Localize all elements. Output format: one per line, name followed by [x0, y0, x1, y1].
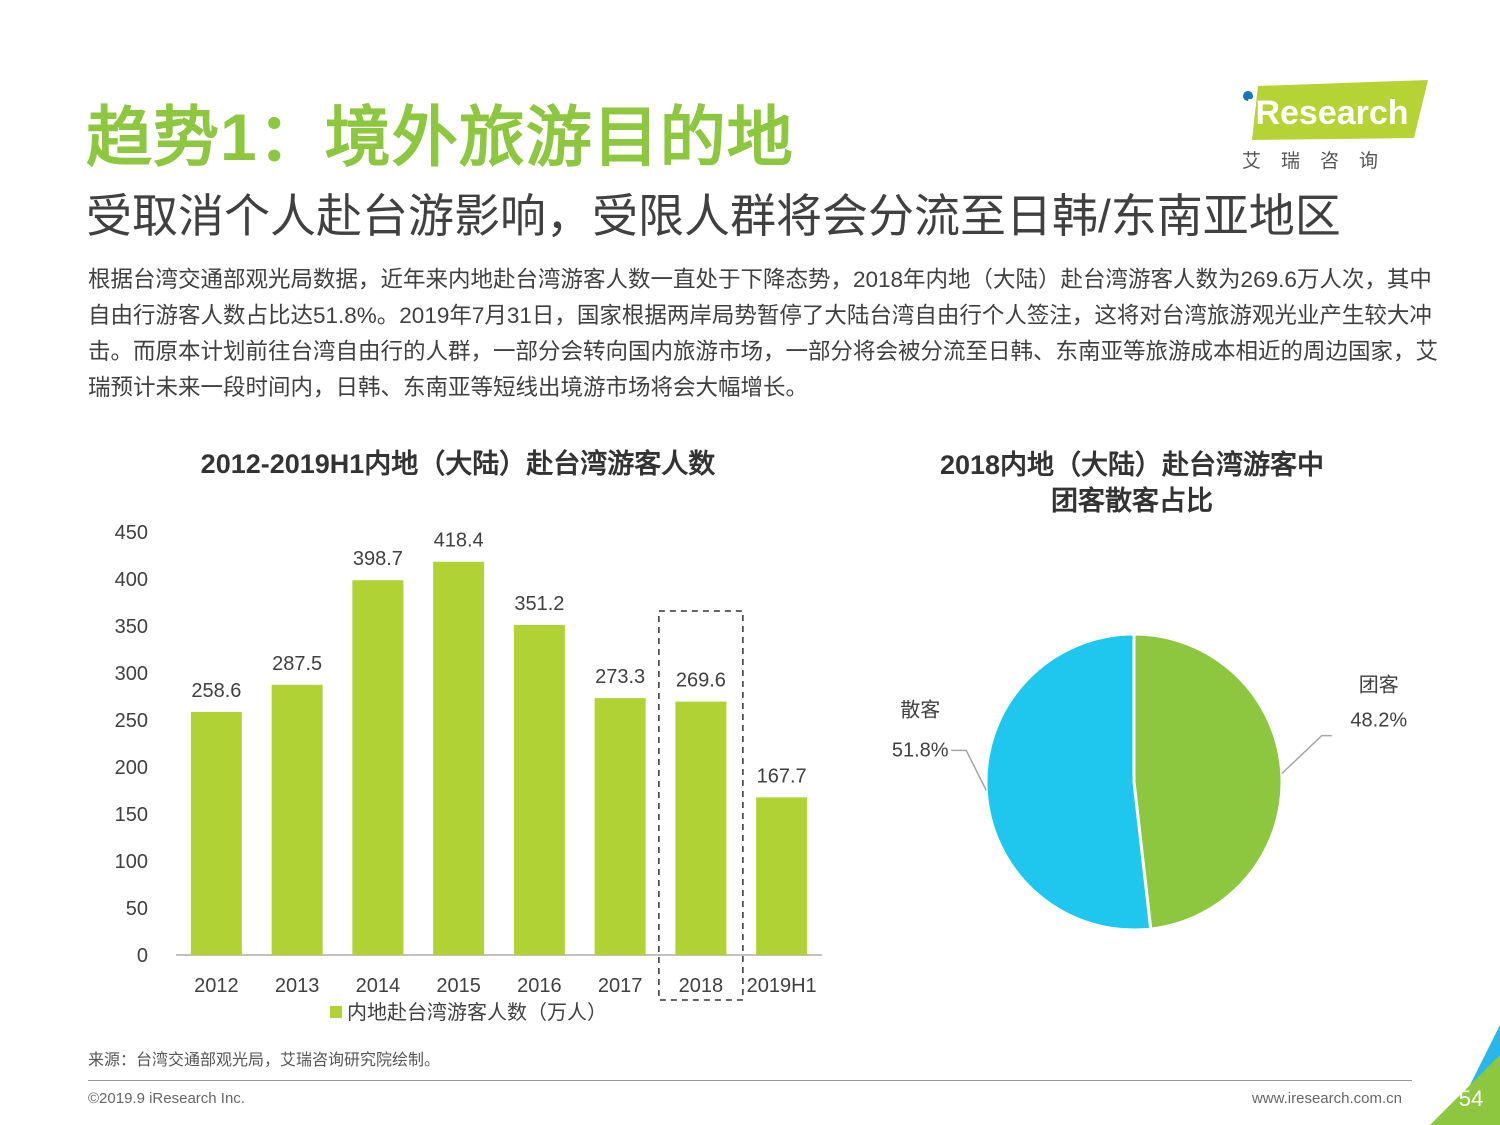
- pie-slice-散客: [984, 632, 1153, 932]
- leader-line-散客: [951, 749, 987, 791]
- bar-2012: [190, 711, 242, 955]
- data-label-2012: 258.6: [191, 680, 241, 702]
- x-tick-label-2019H1: 2019H1: [747, 975, 817, 997]
- y-tick-label: 350: [115, 616, 148, 638]
- source-note: 来源：台湾交通部观光局，艾瑞咨询研究院绘制。: [88, 1052, 441, 1069]
- x-tick-label-2015: 2015: [436, 975, 481, 997]
- bar-2014: [352, 580, 404, 955]
- y-tick-label: 150: [115, 804, 148, 826]
- page-subtitle: 受取消个人赴台游影响，受限人群将会分流至日韩/东南亚地区: [86, 190, 1341, 242]
- x-tick-label-2016: 2016: [517, 975, 562, 997]
- logo-brand-text: iResearch: [1246, 94, 1409, 132]
- y-tick-label: 400: [115, 569, 148, 591]
- data-label-2018: 269.6: [676, 670, 726, 692]
- legend-swatch: [330, 1006, 342, 1018]
- page-number: 54: [1458, 1086, 1484, 1111]
- x-tick-label-2013: 2013: [275, 975, 320, 997]
- bar-2019H1: [756, 797, 808, 955]
- logo-cn-text: 艾瑞咨询: [1242, 151, 1399, 172]
- copyright-text: ©2019.9 iResearch Inc.: [88, 1090, 245, 1107]
- y-tick-label: 450: [115, 522, 148, 544]
- x-tick-label-2018: 2018: [679, 975, 724, 997]
- data-label-2015: 418.4: [434, 530, 484, 552]
- data-label-2017: 273.3: [595, 666, 645, 688]
- x-tick-label-2012: 2012: [194, 975, 239, 997]
- pie-chart: 团客 48.2% 散客 51.8%: [892, 632, 1407, 932]
- page-title: 趋势1：境外旅游目的地: [86, 100, 794, 174]
- bar-chart: 0 50 100 150 200 250 300 350 400 450 258.6 2012 287.…: [115, 522, 822, 1024]
- y-tick-label: 100: [115, 851, 148, 873]
- x-tick-label-2014: 2014: [356, 975, 401, 997]
- bar-chart-title: 2012-2019H1内地（大陆）赴台湾游客人数: [200, 449, 716, 479]
- corner-decoration: [1430, 1025, 1500, 1125]
- data-label-2013: 287.5: [272, 653, 322, 675]
- footer-divider: [88, 1080, 1412, 1081]
- bar-2015: [433, 561, 485, 955]
- bar-2018: [675, 701, 727, 955]
- y-tick-label: 0: [137, 945, 148, 967]
- bar-2013: [271, 684, 323, 955]
- pie-value-散客: 51.8%: [892, 739, 949, 761]
- body-paragraph: 根据台湾交通部观光局数据，近年来内地赴台湾游客人数一直处于下降态势，2018年内…: [88, 267, 1439, 400]
- website-link[interactable]: www.iresearch.com.cn: [1251, 1090, 1402, 1107]
- data-label-2014: 398.7: [353, 548, 403, 570]
- highlight-box-2018: [658, 610, 744, 1001]
- legend-label: 内地赴台湾游客人数（万人）: [347, 1001, 607, 1024]
- bar-2016: [513, 624, 565, 955]
- data-label-2019H1: 167.7: [757, 765, 807, 787]
- y-tick-label: 300: [115, 663, 148, 685]
- pie-title-line-1: 2018内地（大陆）赴台湾游客中: [939, 450, 1325, 480]
- y-tick-label: 50: [126, 898, 148, 920]
- pie-category-散客: 散客: [900, 698, 940, 721]
- leader-line-团客: [1281, 734, 1332, 775]
- x-tick-label-2017: 2017: [598, 975, 643, 997]
- y-tick-label: 200: [115, 757, 148, 779]
- pie-chart-title: 2018内地（大陆）赴台湾游客中 团客散客占比: [880, 447, 1384, 519]
- pie-slice-团客: [1132, 632, 1284, 931]
- y-tick-label: 250: [115, 710, 148, 732]
- pie-title-line-2: 团客散客占比: [1051, 486, 1213, 516]
- data-label-2016: 351.2: [514, 593, 564, 615]
- pie-value-团客: 48.2%: [1350, 710, 1407, 732]
- bar-2017: [594, 698, 646, 955]
- iresearch-logo: iResearch: [1243, 80, 1428, 140]
- pie-category-团客: 团客: [1359, 674, 1399, 697]
